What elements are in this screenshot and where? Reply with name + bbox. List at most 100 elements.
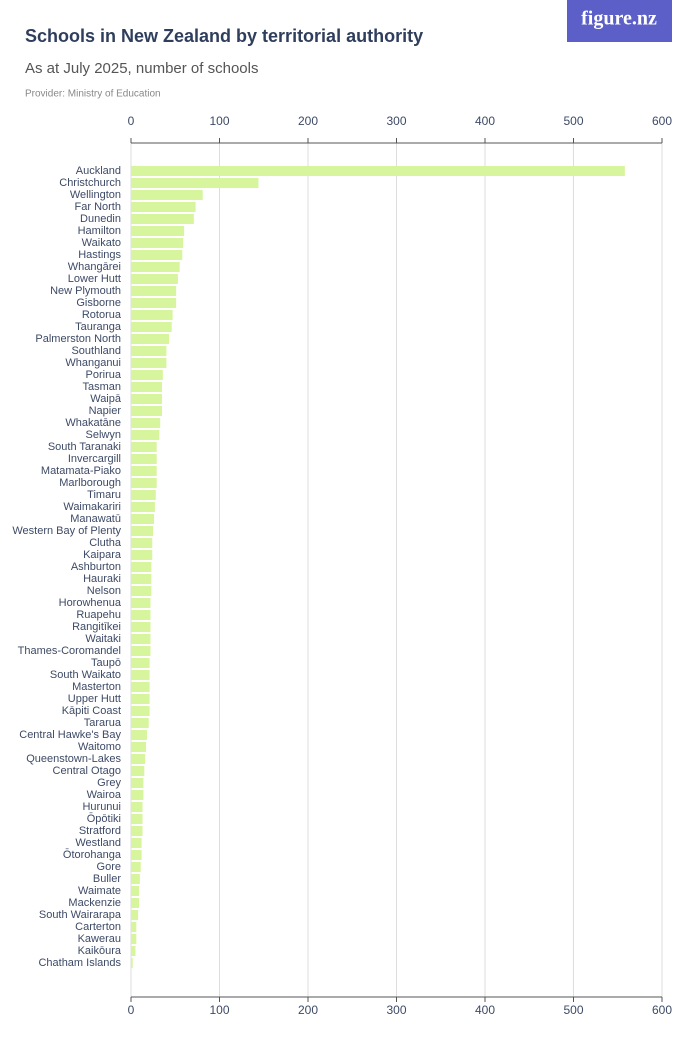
y-tick-label: Rotorua bbox=[82, 309, 122, 321]
bar bbox=[131, 610, 151, 620]
y-tick-label: Mackenzie bbox=[68, 897, 121, 909]
bar bbox=[131, 442, 157, 452]
y-tick-label: Ashburton bbox=[71, 561, 121, 573]
bar bbox=[131, 406, 162, 416]
bar bbox=[131, 166, 625, 176]
y-tick-label: Napier bbox=[89, 405, 122, 417]
bar bbox=[131, 562, 152, 572]
y-tick-label: Hurunui bbox=[82, 801, 121, 813]
bar bbox=[131, 226, 185, 236]
bar bbox=[131, 298, 177, 308]
bar bbox=[131, 286, 177, 296]
y-tick-label: South Wairarapa bbox=[39, 909, 122, 921]
logo: figure.nz bbox=[581, 8, 657, 30]
bar bbox=[131, 730, 147, 740]
subtitle: As at July 2025, number of schools bbox=[25, 60, 258, 77]
bar bbox=[131, 526, 154, 536]
bar bbox=[131, 682, 150, 692]
y-tick-label: Westland bbox=[75, 837, 121, 849]
bar bbox=[131, 622, 151, 632]
x-tick-label: 400 bbox=[475, 1003, 495, 1017]
y-tick-label: Buller bbox=[93, 873, 121, 885]
bar bbox=[131, 430, 160, 440]
x-tick-label: 200 bbox=[298, 114, 318, 128]
y-tick-label: Waitaki bbox=[85, 633, 121, 645]
x-tick-label: 0 bbox=[128, 114, 135, 128]
y-tick-label: Stratford bbox=[79, 825, 121, 837]
y-tick-label: Matamata-Piako bbox=[41, 465, 121, 477]
source: Provider: Ministry of Education bbox=[25, 89, 161, 100]
y-tick-label: Kāpiti Coast bbox=[62, 705, 121, 717]
bar bbox=[131, 646, 151, 656]
bar bbox=[131, 766, 145, 776]
y-tick-label: Gisborne bbox=[76, 297, 121, 309]
y-tick-label: Central Hawke's Bay bbox=[19, 729, 121, 741]
bar bbox=[131, 838, 142, 848]
y-tick-label: Taupō bbox=[91, 657, 121, 669]
bar bbox=[131, 802, 143, 812]
bar bbox=[131, 886, 139, 896]
bar bbox=[131, 454, 157, 464]
bar bbox=[131, 382, 162, 392]
bar bbox=[131, 574, 152, 584]
y-tick-label: Hamilton bbox=[78, 225, 121, 237]
y-tick-label: Selwyn bbox=[86, 429, 121, 441]
bar bbox=[131, 874, 140, 884]
bar bbox=[131, 778, 144, 788]
bar bbox=[131, 586, 152, 596]
bar bbox=[131, 334, 170, 344]
x-tick-label: 500 bbox=[563, 1003, 583, 1017]
y-tick-label: Waitomo bbox=[78, 741, 121, 753]
y-tick-label: Whanganui bbox=[65, 357, 121, 369]
bar bbox=[131, 946, 136, 956]
bar bbox=[131, 922, 137, 932]
chart-title: Schools in New Zealand by territorial au… bbox=[25, 26, 423, 46]
bar bbox=[131, 346, 167, 356]
y-tick-label: Ōtorohanga bbox=[63, 849, 122, 861]
y-tick-label: Ruapehu bbox=[76, 609, 121, 621]
y-tick-label: Lower Hutt bbox=[68, 273, 121, 285]
y-tick-label: Tasman bbox=[82, 381, 121, 393]
y-tick-label: Far North bbox=[75, 201, 121, 213]
y-tick-label: Christchurch bbox=[59, 177, 121, 189]
bar bbox=[131, 694, 150, 704]
y-tick-label: Timaru bbox=[87, 489, 121, 501]
y-tick-label: Gore bbox=[97, 861, 121, 873]
y-tick-label: Waipā bbox=[90, 393, 122, 405]
bar bbox=[131, 322, 172, 332]
bar bbox=[131, 214, 194, 224]
bar bbox=[131, 274, 178, 284]
bar bbox=[131, 718, 149, 728]
y-tick-label: Nelson bbox=[87, 585, 121, 597]
y-tick-label: Clutha bbox=[89, 537, 122, 549]
bar bbox=[131, 862, 141, 872]
bar bbox=[131, 370, 163, 380]
x-tick-label: 300 bbox=[386, 114, 406, 128]
y-tick-label: Rangitīkei bbox=[72, 621, 121, 633]
bar bbox=[131, 310, 173, 320]
x-tick-label: 100 bbox=[209, 114, 229, 128]
y-tick-label: Hastings bbox=[78, 249, 121, 261]
y-tick-label: Horowhenua bbox=[59, 597, 122, 609]
y-tick-label: Western Bay of Plenty bbox=[12, 525, 121, 537]
y-tick-label: Whakatāne bbox=[65, 417, 121, 429]
y-tick-label: Tauranga bbox=[75, 321, 122, 333]
y-tick-label: Upper Hutt bbox=[68, 693, 121, 705]
y-tick-label: Hauraki bbox=[83, 573, 121, 585]
bar bbox=[131, 790, 144, 800]
bar bbox=[131, 202, 196, 212]
bar bbox=[131, 958, 133, 968]
bar bbox=[131, 934, 137, 944]
y-tick-label: Invercargill bbox=[68, 453, 121, 465]
bar bbox=[131, 742, 147, 752]
y-tick-label: Queenstown-Lakes bbox=[26, 753, 121, 765]
y-tick-label: Wairoa bbox=[87, 789, 122, 801]
bar bbox=[131, 538, 153, 548]
bar bbox=[131, 466, 157, 476]
bar bbox=[131, 358, 167, 368]
bar bbox=[131, 238, 184, 248]
y-tick-label: Kawerau bbox=[78, 933, 121, 945]
y-tick-label: Tararua bbox=[84, 717, 122, 729]
y-tick-label: Southland bbox=[71, 345, 121, 357]
